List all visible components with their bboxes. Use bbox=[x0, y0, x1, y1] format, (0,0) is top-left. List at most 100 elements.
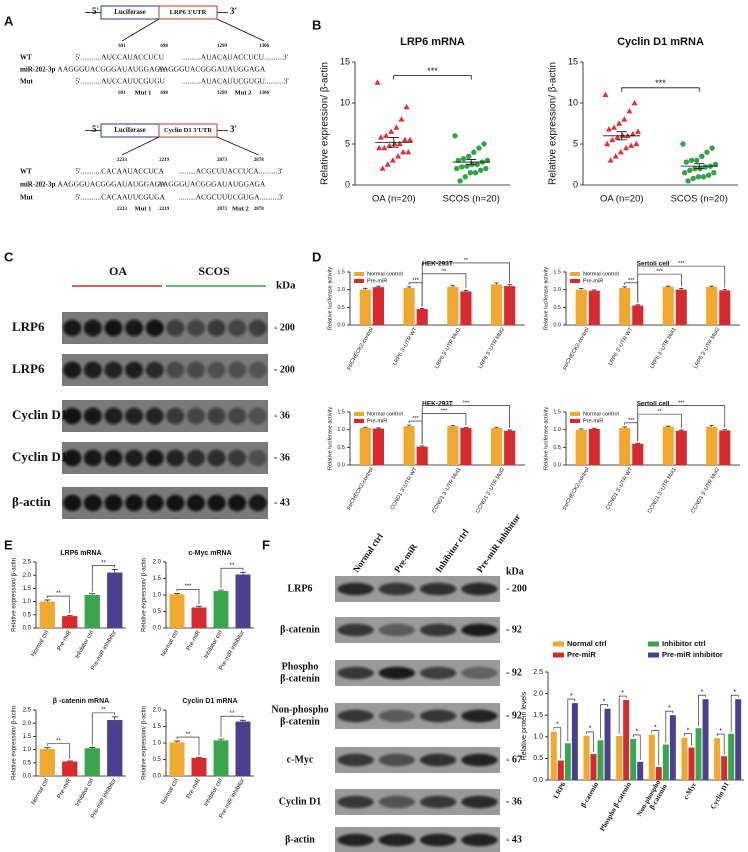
significance-bracket bbox=[176, 736, 200, 756]
error-bar bbox=[635, 442, 640, 444]
significance-label: * bbox=[589, 726, 592, 733]
significance-bracket bbox=[421, 273, 467, 307]
data-point bbox=[685, 178, 691, 184]
x-tick-label: Pre-miR bbox=[186, 629, 203, 652]
x-tick-label: psiCHECK2-control bbox=[562, 327, 591, 371]
data-point bbox=[629, 130, 636, 137]
y-tick-label: 0.0 bbox=[23, 626, 32, 632]
zoom-line bbox=[216, 136, 259, 156]
chart-title: LRP6 mRNA bbox=[400, 36, 465, 48]
blot-band bbox=[83, 494, 102, 512]
y-tick-label: 1.0 bbox=[153, 741, 162, 747]
data-point bbox=[398, 116, 405, 122]
bar bbox=[630, 738, 637, 780]
y-tick-label: 2.0 bbox=[23, 573, 32, 579]
x-tick-label: β-catenin bbox=[579, 781, 600, 809]
bar bbox=[719, 430, 731, 465]
significance-label: ** bbox=[186, 732, 191, 738]
y-tick-label: 1.0 bbox=[533, 734, 543, 741]
significance-label: ** bbox=[464, 258, 469, 264]
data-point bbox=[467, 170, 474, 176]
data-point bbox=[605, 126, 612, 132]
site-sequence: AUACCUCA bbox=[122, 167, 165, 176]
y-tick-label: 1.5 bbox=[23, 586, 32, 592]
unit-label: kDa bbox=[506, 566, 524, 577]
data-point bbox=[628, 142, 635, 148]
y-tick-label: 2.5 bbox=[533, 669, 543, 676]
data-point bbox=[381, 144, 388, 151]
blot-band bbox=[378, 623, 416, 637]
y-tick-label: 2.0 bbox=[153, 708, 162, 714]
row-label: WT bbox=[20, 54, 32, 62]
legend-label: Pre-miR inhibitor bbox=[662, 650, 723, 659]
bar bbox=[583, 735, 590, 780]
position-label: 2878 bbox=[254, 207, 265, 212]
bar bbox=[648, 734, 655, 780]
row-label: miR-202-3p bbox=[20, 181, 55, 189]
blot-band bbox=[248, 449, 267, 467]
size-label: - 200 bbox=[274, 364, 295, 375]
blot-band bbox=[104, 494, 123, 512]
data-point bbox=[460, 156, 467, 162]
bar bbox=[235, 574, 251, 628]
site-sequence: AUUCGUGU bbox=[222, 77, 266, 86]
position-label: 2878 bbox=[254, 158, 265, 163]
x-tick-group: Pre-miR bbox=[57, 629, 74, 652]
panel-label: C bbox=[4, 249, 14, 264]
bar bbox=[564, 743, 571, 780]
blot-label: β-catenin bbox=[280, 673, 320, 684]
y-tick-label: 0.0 bbox=[23, 774, 32, 780]
bar bbox=[359, 289, 371, 325]
legend-swatch bbox=[648, 652, 659, 658]
bar bbox=[597, 740, 604, 780]
significance-bracket bbox=[637, 265, 726, 303]
legend-swatch bbox=[570, 412, 580, 416]
x-tick-group: psiCHECK2-control bbox=[562, 467, 591, 511]
error-bar bbox=[592, 427, 597, 429]
blot-label: LRP6 bbox=[12, 361, 45, 376]
legend-swatch bbox=[354, 412, 364, 416]
chart-title: HEK-293T bbox=[422, 261, 453, 268]
bar bbox=[557, 760, 564, 780]
chart-title: HEK-293T bbox=[422, 401, 453, 408]
zoom-line bbox=[121, 18, 160, 42]
y-axis-label: Relative protein levels bbox=[521, 691, 528, 760]
size-label: - 200 bbox=[274, 322, 295, 333]
significance-label: * bbox=[570, 693, 573, 700]
error-bar bbox=[240, 719, 246, 722]
position-label: 2213 bbox=[117, 207, 128, 212]
data-point bbox=[624, 132, 631, 138]
blot-band bbox=[125, 319, 144, 337]
legend-label: Pre-miR bbox=[583, 278, 603, 284]
x-tick-group: LRP6 3'-UTR Mut1 bbox=[434, 327, 462, 370]
error-bar bbox=[494, 282, 499, 285]
error-bar bbox=[722, 288, 727, 291]
blot-band bbox=[228, 449, 247, 467]
error-bar bbox=[376, 285, 381, 288]
blot-band bbox=[461, 795, 498, 809]
data-point bbox=[681, 170, 688, 176]
bar bbox=[619, 287, 631, 325]
blot-band bbox=[337, 709, 374, 723]
error-bar bbox=[66, 760, 73, 762]
blot-band bbox=[207, 407, 226, 425]
blot-band bbox=[207, 494, 226, 512]
position-label: 2873 bbox=[217, 158, 228, 163]
error-bar bbox=[635, 304, 640, 306]
y-tick-label: 1.0 bbox=[337, 287, 345, 293]
significance-bracket bbox=[651, 730, 660, 766]
bar bbox=[575, 429, 587, 465]
x-tick-group: psiCHECK2-control bbox=[562, 327, 591, 371]
x-tick-label: Pre-miR bbox=[57, 777, 74, 800]
data-point bbox=[389, 157, 396, 163]
y-tick-label: 1.5 bbox=[553, 409, 561, 415]
blot-band bbox=[125, 361, 144, 379]
data-point bbox=[386, 142, 393, 148]
mutation-label: Mut 2 bbox=[235, 89, 252, 96]
significance-bracket bbox=[91, 712, 116, 746]
mutation-label: Mut 1 bbox=[135, 89, 152, 96]
site-sequence: AUUCGUGA bbox=[122, 193, 166, 202]
x-tick-group: Inhibitor ctrl bbox=[203, 630, 224, 660]
significance-label: *** bbox=[412, 416, 419, 422]
blot-band bbox=[337, 666, 374, 680]
